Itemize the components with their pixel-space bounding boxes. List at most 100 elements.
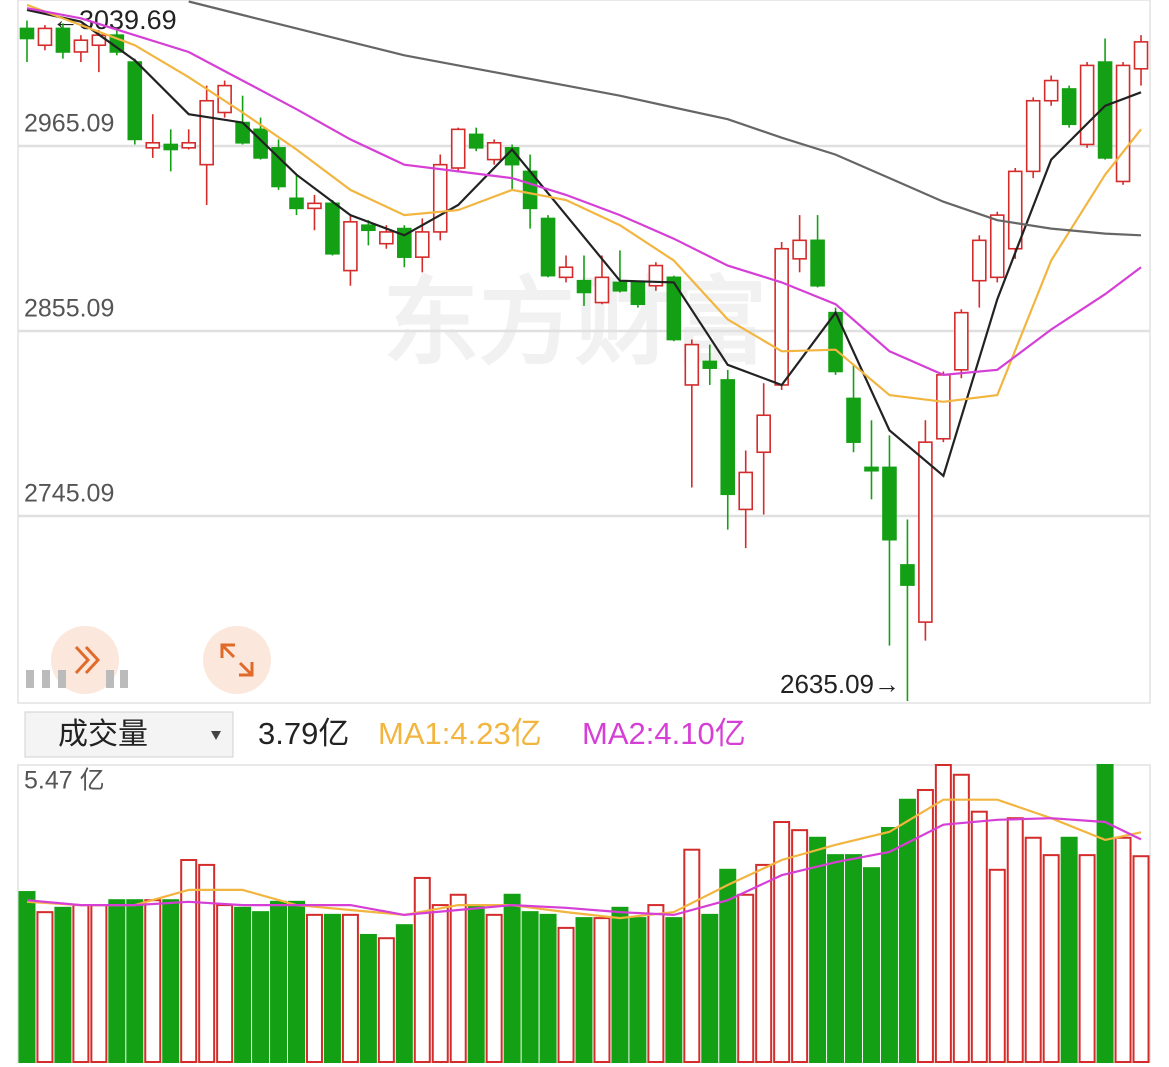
low-annotation: 2635.09→ <box>780 669 900 699</box>
volume-bar <box>323 913 341 1064</box>
volume-bar <box>737 893 755 1063</box>
faded-mark <box>58 670 66 688</box>
volume-bar <box>1042 854 1060 1064</box>
volume-bar <box>1060 836 1078 1063</box>
volume-bar <box>701 913 719 1064</box>
candle-body <box>558 266 574 279</box>
volume-bar <box>1006 817 1024 1064</box>
candle-body <box>954 311 969 371</box>
volume-bar <box>862 867 880 1064</box>
volume-bar <box>791 829 809 1063</box>
volume-bar <box>144 899 162 1064</box>
candle-body <box>450 128 466 169</box>
volume-bar <box>1132 855 1150 1063</box>
candle-body <box>307 202 322 210</box>
volume-bar <box>773 821 791 1064</box>
candle-body <box>1007 170 1023 250</box>
candle-body <box>774 247 789 386</box>
candle-body <box>1079 64 1095 146</box>
volume-bar <box>952 773 970 1063</box>
y-tick-label: 2965.09 <box>24 110 114 138</box>
candle-body <box>738 471 754 511</box>
candle-body <box>19 27 35 40</box>
candle-body <box>792 239 807 260</box>
volume-bar <box>449 893 467 1063</box>
candle-body <box>145 141 161 149</box>
candle-body <box>1133 41 1149 70</box>
volume-bar <box>1078 854 1096 1064</box>
candle-body <box>540 217 556 277</box>
candle-body <box>271 147 286 188</box>
candle-body <box>397 227 412 258</box>
candle-body <box>361 224 376 232</box>
volume-bar <box>647 904 665 1064</box>
candle-body <box>127 61 143 141</box>
volume-bar <box>755 863 773 1063</box>
candle-body <box>289 197 304 210</box>
candle-body <box>73 39 89 53</box>
volume-bar <box>521 911 539 1063</box>
volume-bar <box>916 788 934 1064</box>
y-tick-label: 5.47 亿 <box>24 767 105 795</box>
button-bg <box>51 626 119 694</box>
candle-body <box>1115 64 1131 183</box>
candle-body <box>882 466 897 541</box>
legend-entry: MA2:4.10亿 <box>582 716 746 751</box>
candle-body <box>900 564 915 586</box>
candle-body <box>756 414 771 454</box>
candle-body <box>612 281 628 292</box>
volume-bar <box>719 868 737 1063</box>
indicator-select[interactable]: 成交量 <box>24 711 234 758</box>
candle-body <box>846 397 861 443</box>
volume-bar <box>665 917 683 1063</box>
volume-bar <box>611 906 629 1063</box>
select-box <box>24 711 234 758</box>
candle-body <box>55 27 71 53</box>
candle-body <box>864 466 879 472</box>
candle-body <box>630 281 646 306</box>
volume-bar <box>413 876 431 1064</box>
candle-body <box>199 99 214 166</box>
candle-body <box>989 214 1005 279</box>
candle-body <box>414 231 430 258</box>
candle-body <box>936 374 951 440</box>
candle-body <box>810 239 825 287</box>
candle-body <box>217 84 232 114</box>
volume-bar <box>898 798 916 1064</box>
y-tick-label: 2855.09 <box>24 295 114 323</box>
ma-line <box>26 817 1142 917</box>
volume-bar <box>270 900 288 1064</box>
candle-body <box>972 239 987 282</box>
candle-body <box>720 379 736 496</box>
collapse-button[interactable] <box>51 626 119 694</box>
volume-bar <box>934 764 952 1063</box>
candle-body <box>163 143 179 151</box>
volume-bar <box>539 913 557 1064</box>
volume-bar <box>216 904 234 1064</box>
watermark: 东方财富 <box>383 269 767 376</box>
volume-bar <box>988 868 1006 1063</box>
candle-body <box>1061 88 1077 126</box>
candle-body <box>684 343 700 386</box>
ma-line <box>26 7 1142 377</box>
candle-body <box>1097 61 1113 159</box>
faded-mark <box>26 670 34 688</box>
volume-bar <box>845 854 863 1064</box>
expand-icon <box>220 643 254 677</box>
volume-bar <box>252 911 270 1063</box>
volume-bar <box>1114 836 1132 1063</box>
volume-bar <box>126 899 144 1064</box>
expand-button[interactable] <box>203 626 271 694</box>
candle-body <box>181 141 196 149</box>
volume-bar <box>683 848 701 1064</box>
current-volume: 3.79亿 <box>258 716 349 751</box>
volume-bar <box>108 899 126 1064</box>
candle-body <box>918 441 933 623</box>
candle-body <box>1043 79 1059 102</box>
volume-bar <box>557 926 575 1063</box>
ma-line <box>188 0 1142 237</box>
volume-bar <box>198 863 216 1063</box>
volume-bar <box>395 924 413 1063</box>
